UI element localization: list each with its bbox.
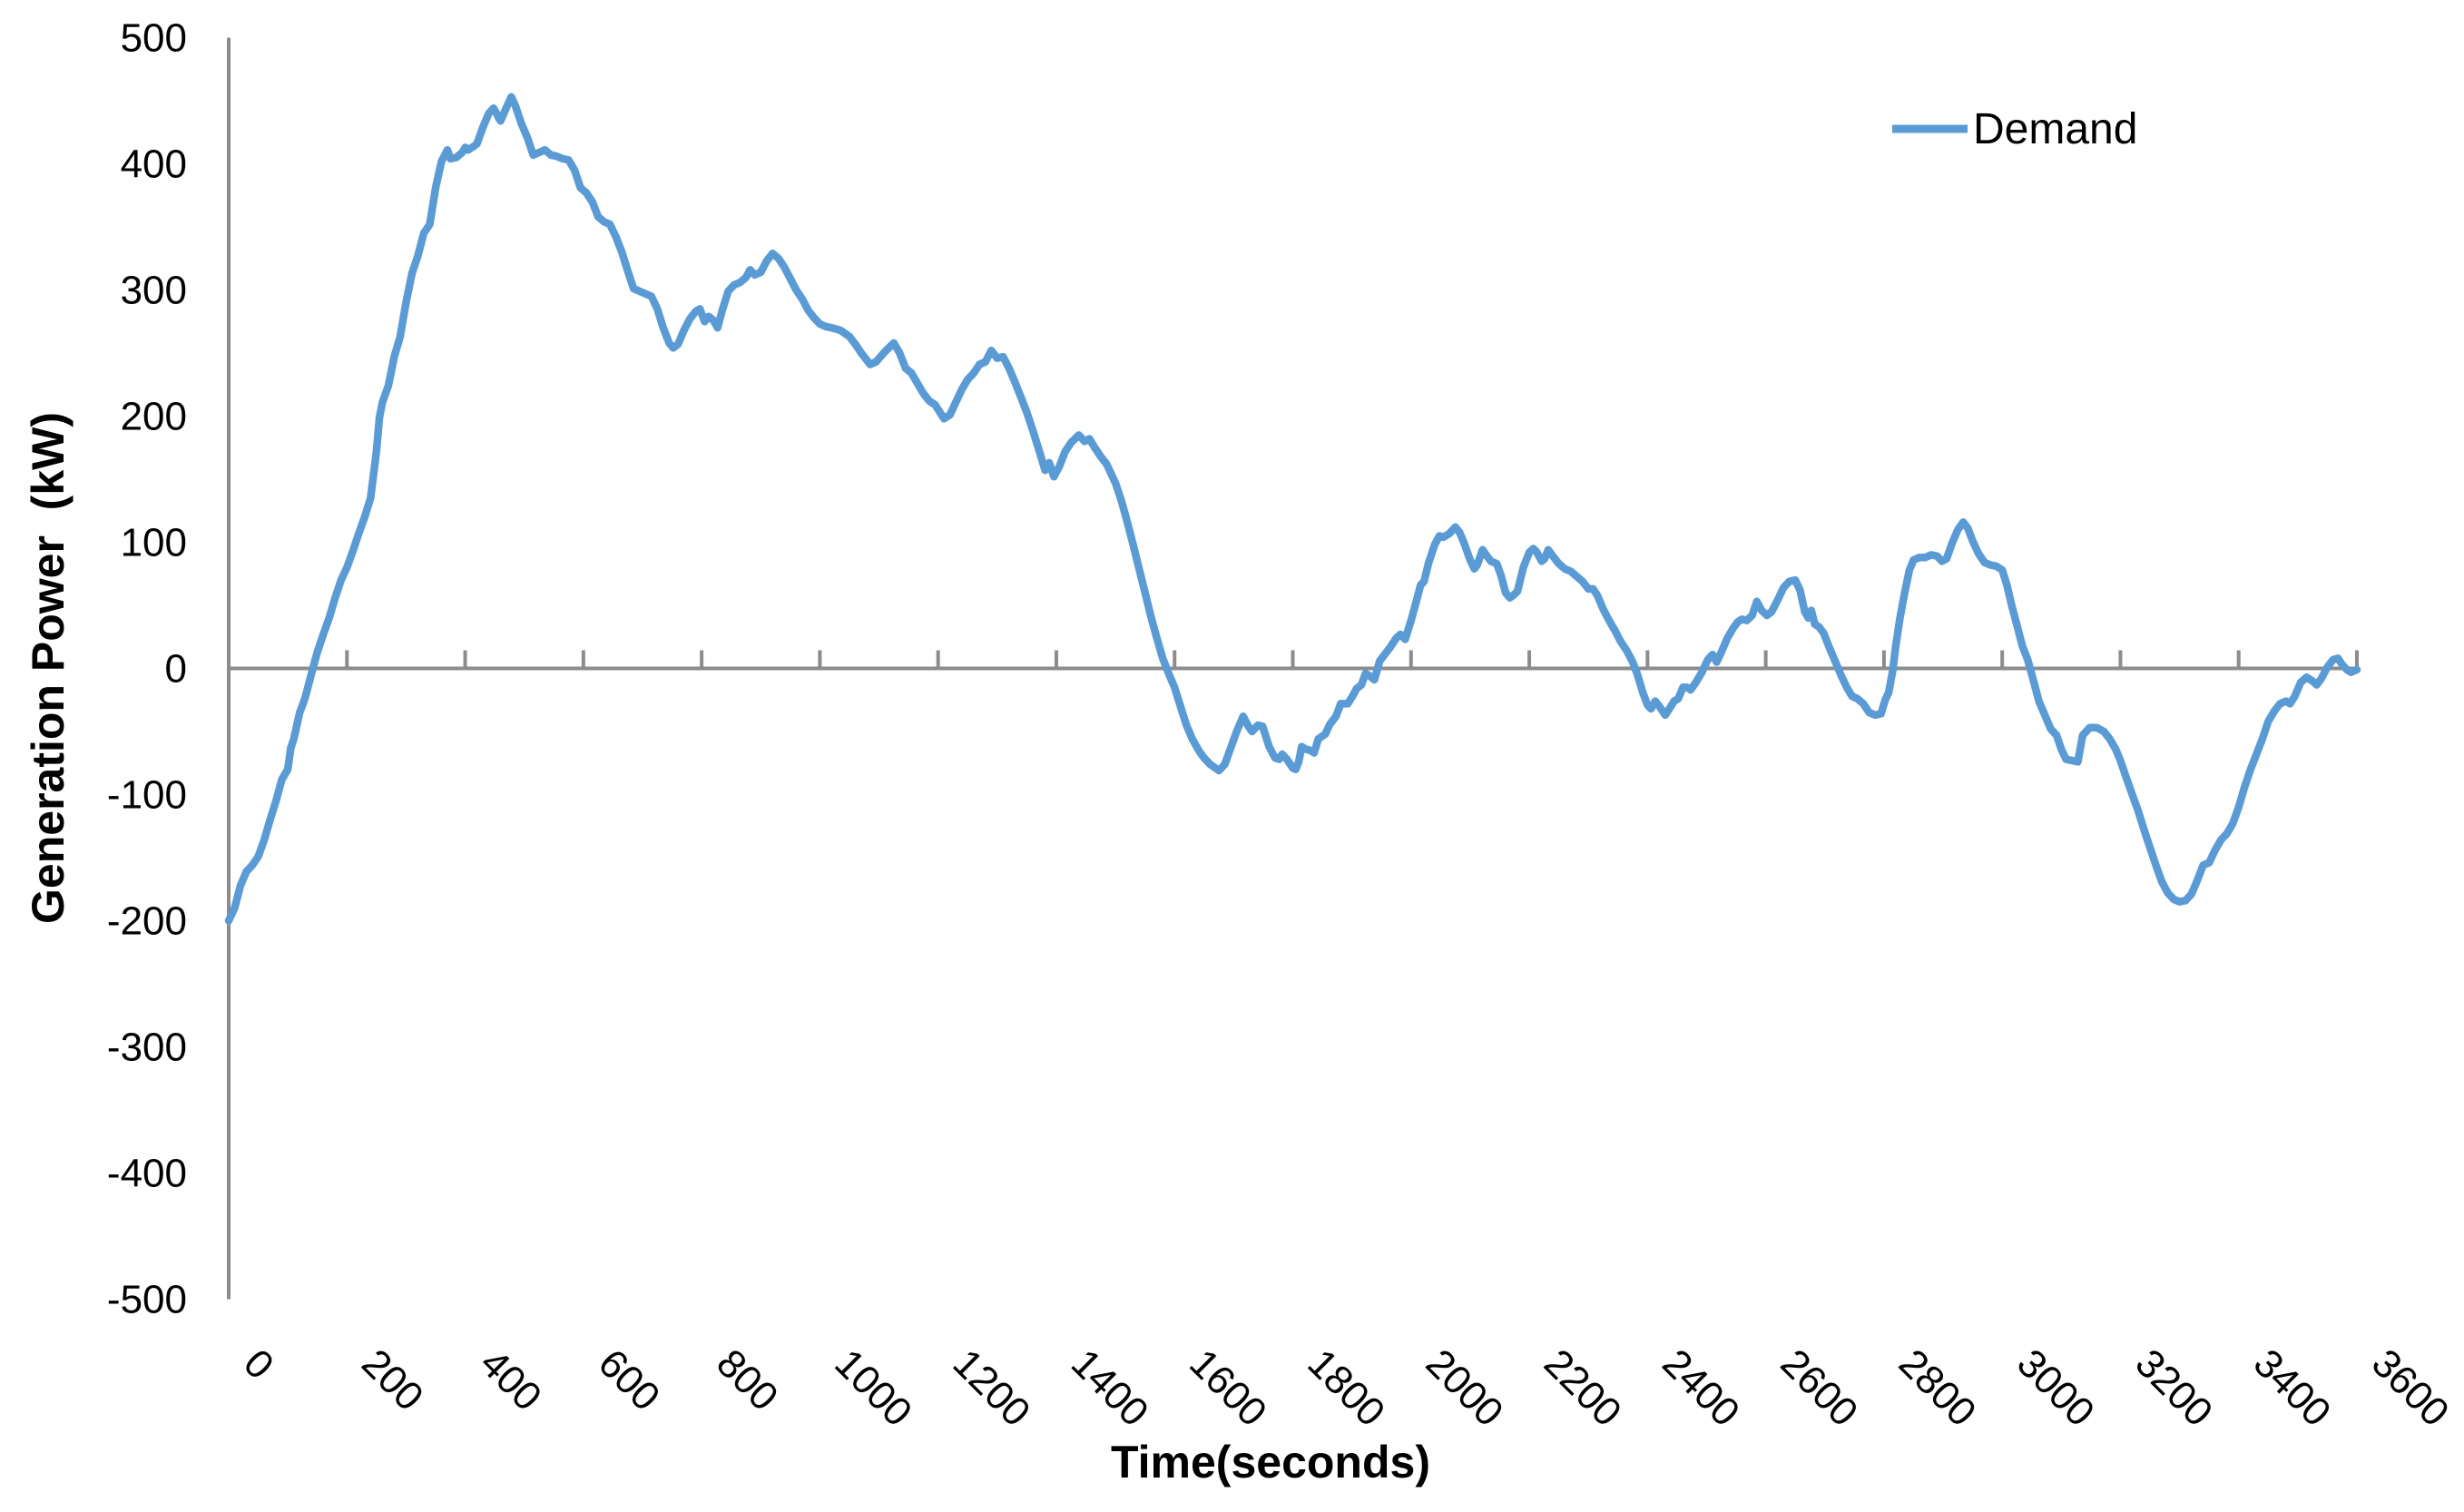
x-axis-tick-label: 1200 <box>945 1340 1039 1435</box>
y-axis-title: Generation Power (kW) <box>23 412 74 924</box>
x-axis-tick-label: 3400 <box>2245 1340 2340 1435</box>
x-axis-tick-label: 3200 <box>2126 1340 2221 1435</box>
x-axis-tick-label: 1600 <box>1181 1340 1275 1435</box>
y-axis-tick-labels: 500 400 300 200 100 0 -100 -200 -300 -400 -500 <box>107 16 187 1322</box>
y-axis-tick-label: -100 <box>107 773 187 818</box>
demand-series-line <box>224 93 2361 925</box>
x-axis-tick-label: 1800 <box>1299 1340 1393 1435</box>
y-axis-tick-label: 100 <box>121 521 187 565</box>
x-axis-tick-labels: 0 200 400 600 800 1000 1200 1400 1600 1800 2000 220… <box>235 1340 2458 1435</box>
y-axis-tick-label: 400 <box>121 142 187 187</box>
x-axis-tick-label: 800 <box>708 1340 787 1419</box>
x-axis-tick-label: 2200 <box>1536 1340 1630 1435</box>
y-axis-tick-label: 0 <box>165 647 187 692</box>
x-axis-tick-label: 3000 <box>2008 1340 2103 1435</box>
y-axis-tick-label: -400 <box>107 1152 187 1196</box>
y-axis-tick-label: -300 <box>107 1026 187 1070</box>
x-axis-tick-label: 200 <box>353 1340 432 1419</box>
legend: Demand <box>1892 105 2137 153</box>
x-axis-tick-marks <box>227 650 2359 669</box>
y-axis-tick-label: 200 <box>121 395 187 439</box>
x-axis-tick-label: 1400 <box>1063 1340 1157 1435</box>
x-axis-tick-label: 2800 <box>1890 1340 1985 1435</box>
x-axis-tick-label: 2000 <box>1418 1340 1512 1435</box>
x-axis-title: Time(seconds) <box>1111 1437 1430 1487</box>
x-axis-tick-label: 400 <box>471 1340 550 1419</box>
y-axis-tick-label: -200 <box>107 899 187 944</box>
y-axis: 500 400 300 200 100 0 -100 -200 -300 -400 -500 Gen… <box>23 16 231 1322</box>
x-axis-tick-label: 0 <box>235 1340 282 1388</box>
x-axis-tick-label: 2600 <box>1772 1340 1867 1435</box>
x-axis-tick-label: 1000 <box>826 1340 920 1435</box>
x-axis-tick-label: 2400 <box>1654 1340 1748 1435</box>
legend-label: Demand <box>1973 105 2137 153</box>
y-axis-tick-label: 300 <box>121 269 187 313</box>
x-axis-tick-label: 3600 <box>2363 1340 2458 1435</box>
y-axis-tick-label: 500 <box>121 16 187 61</box>
y-axis-tick-label: -500 <box>107 1278 187 1322</box>
x-axis-tick-label: 600 <box>590 1340 669 1419</box>
